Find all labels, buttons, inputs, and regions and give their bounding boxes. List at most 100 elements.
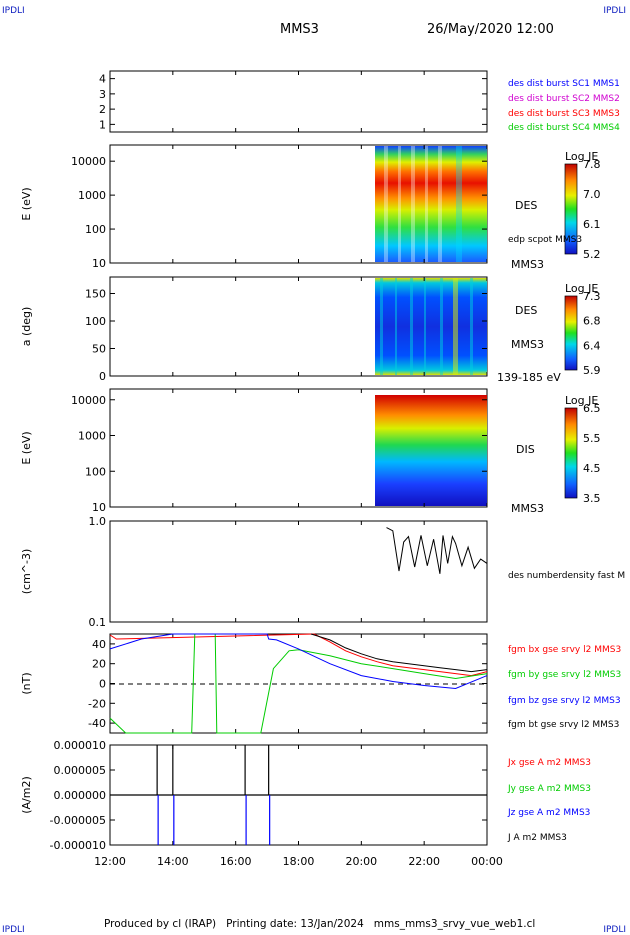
time-axis-tick-label: 22:00 bbox=[408, 855, 440, 868]
dis-energy-ytick-label: 10000 bbox=[71, 394, 106, 407]
panel-density-frame bbox=[109, 520, 488, 623]
des-pitch-colorbar-tick: 6.8 bbox=[583, 315, 601, 328]
des-energy-colorbar-tick: 6.1 bbox=[583, 218, 601, 231]
des-pitch-label: 139-185 eV bbox=[497, 371, 561, 384]
des-pitch-colorbar-tick: 5.9 bbox=[583, 364, 601, 377]
des-energy-colorbar-tick: 5.2 bbox=[583, 248, 601, 261]
des-energy-ylabel: E (eV) bbox=[20, 187, 33, 220]
bfield-series-line bbox=[310, 633, 488, 673]
bfield-ytick-label: -20 bbox=[88, 697, 106, 710]
des-pitch-ytick-label: 0 bbox=[99, 370, 106, 383]
corner-mark-bottom-left: IPDLI bbox=[2, 925, 25, 935]
dis-energy-colorbar bbox=[564, 407, 578, 499]
dis-energy-label: DIS bbox=[516, 443, 535, 456]
des-energy-ytick-label: 100 bbox=[85, 223, 106, 236]
dis-energy-colorbar-tick: 3.5 bbox=[583, 492, 601, 505]
current-ytick-label: -0.000010 bbox=[50, 839, 106, 852]
bfield-ytick-label: 0 bbox=[99, 678, 106, 691]
dis-energy-colorbar-tick: 4.5 bbox=[583, 462, 601, 475]
dis-energy-ytick-label: 1000 bbox=[78, 430, 106, 443]
chart-elements: 1 2 3 4 des dist burst SC1 MMS1 des dist burs… bbox=[20, 71, 625, 868]
dis-energy-ytick-label: 100 bbox=[85, 465, 106, 478]
dis-energy-spectrogram bbox=[375, 395, 487, 506]
corner-mark-bottom-right: IPDLI bbox=[603, 925, 626, 935]
corner-mark-top-left: IPDLI bbox=[2, 6, 25, 16]
bfield-series-line bbox=[109, 633, 488, 677]
spacecraft-title: MMS3 bbox=[280, 22, 319, 37]
des-energy-colorbar bbox=[564, 163, 578, 255]
dis-energy-ylabel: E (eV) bbox=[20, 431, 33, 464]
des-pitch-colorbar bbox=[564, 295, 578, 371]
current-legend-entry: Jz gse A m2 MMS3 bbox=[507, 808, 590, 818]
density-ylabel: (cm^-3) bbox=[20, 549, 33, 595]
current-ylabel: (A/m2) bbox=[20, 776, 33, 814]
density-ytick-label: 1.0 bbox=[89, 515, 107, 528]
time-axis-tick-label: 18:00 bbox=[283, 855, 315, 868]
des-energy-colorbar-tick: 7.0 bbox=[583, 188, 601, 201]
des-energy-ytick-label: 10 bbox=[92, 257, 106, 270]
des-pitch-colorbar-tick: 6.4 bbox=[583, 339, 601, 352]
des-energy-spectrogram bbox=[375, 146, 487, 262]
des-pitch-colorbar-title: Log JE bbox=[565, 282, 598, 295]
dis-energy-colorbar-tick: 5.5 bbox=[583, 432, 601, 445]
bfield-legend-entry: fgm bx gse srvy l2 MMS3 bbox=[508, 645, 621, 655]
des-energy-ytick-label: 1000 bbox=[78, 189, 106, 202]
time-axis-tick-label: 12:00 bbox=[94, 855, 126, 868]
dis-energy-ytick-label: 10 bbox=[92, 501, 106, 514]
time-axis-tick-label: 14:00 bbox=[157, 855, 189, 868]
burst-legend-entry: des dist burst SC4 MMS4 bbox=[508, 123, 620, 133]
des-energy-colorbar-tick: 7.8 bbox=[583, 158, 601, 171]
time-axis-tick-label: 16:00 bbox=[220, 855, 252, 868]
current-ytick-label: 0.000010 bbox=[54, 739, 107, 752]
density-legend-entry: des numberdensity fast M bbox=[508, 571, 625, 581]
time-axis-tick-label: 00:00 bbox=[471, 855, 503, 868]
des-pitch-label: DES bbox=[515, 304, 537, 317]
des-pitch-ytick-label: 50 bbox=[92, 343, 106, 356]
burst-ytick-label: 3 bbox=[99, 88, 106, 101]
des-pitch-texture bbox=[380, 278, 473, 375]
current-ytick-label: 0.000000 bbox=[54, 789, 107, 802]
des-pitch-spectrogram bbox=[375, 278, 487, 375]
des-pitch-colorbar-tick: 7.3 bbox=[583, 290, 601, 303]
des-pitch-ytick-label: 150 bbox=[85, 288, 106, 301]
density-ytick-label: 0.1 bbox=[89, 616, 107, 629]
current-ytick-label: 0.000005 bbox=[54, 764, 107, 777]
current-legend-entry: Jx gse A m2 MMS3 bbox=[507, 758, 591, 768]
des-energy-label: DES bbox=[515, 199, 537, 212]
current-ytick-label: -0.000005 bbox=[50, 814, 106, 827]
footer-credit: Produced by cl (IRAP) Printing date: 13/… bbox=[104, 918, 536, 930]
des-energy-ytick-label: 10000 bbox=[71, 155, 106, 168]
des-pitch-label: MMS3 bbox=[511, 338, 544, 351]
current-legend-entry: Jy gse A m2 MMS3 bbox=[507, 784, 591, 794]
plot-datetime: 26/May/2020 12:00 bbox=[427, 22, 554, 37]
dis-energy-colorbar-tick: 6.5 bbox=[583, 402, 601, 415]
time-axis-tick-label: 20:00 bbox=[345, 855, 377, 868]
dis-energy-colorbar-title: Log JE bbox=[565, 394, 598, 407]
des-pitch-ylabel: a (deg) bbox=[20, 307, 33, 347]
bfield-legend-entry: fgm bt gse srvy l2 MMS3 bbox=[508, 720, 619, 730]
burst-ytick-label: 1 bbox=[99, 118, 106, 131]
bfield-legend-entry: fgm bz gse srvy l2 MMS3 bbox=[508, 696, 621, 706]
panel-burst-frame bbox=[109, 70, 488, 133]
bfield-series-line bbox=[109, 633, 488, 690]
burst-ytick-label: 2 bbox=[99, 103, 106, 116]
bfield-series-line bbox=[109, 633, 488, 734]
bfield-ytick-label: 20 bbox=[92, 658, 106, 671]
bfield-legend-entry: fgm by gse srvy l2 MMS3 bbox=[508, 670, 621, 680]
bfield-ylabel: (nT) bbox=[20, 672, 33, 694]
des-pitch-ytick-label: 100 bbox=[85, 315, 106, 328]
des-energy-overlay-label: edp scpot MMS3 bbox=[508, 235, 582, 245]
des-energy-label: MMS3 bbox=[511, 258, 544, 271]
current-legend-entry: J A m2 MMS3 bbox=[507, 833, 567, 843]
burst-legend-entry: des dist burst SC1 MMS1 bbox=[508, 79, 620, 89]
dis-energy-label: MMS3 bbox=[511, 502, 544, 515]
burst-ytick-label: 4 bbox=[99, 73, 106, 86]
corner-mark-top-right: IPDLI bbox=[603, 6, 626, 16]
burst-legend-entry: des dist burst SC3 MMS3 bbox=[508, 109, 620, 119]
burst-legend-entry: des dist burst SC2 MMS2 bbox=[508, 94, 620, 104]
des-energy-colorbar-title: Log JE bbox=[565, 150, 598, 163]
bfield-ytick-label: -40 bbox=[88, 717, 106, 730]
density-series-line bbox=[386, 527, 488, 574]
des-energy-texture bbox=[384, 146, 462, 262]
